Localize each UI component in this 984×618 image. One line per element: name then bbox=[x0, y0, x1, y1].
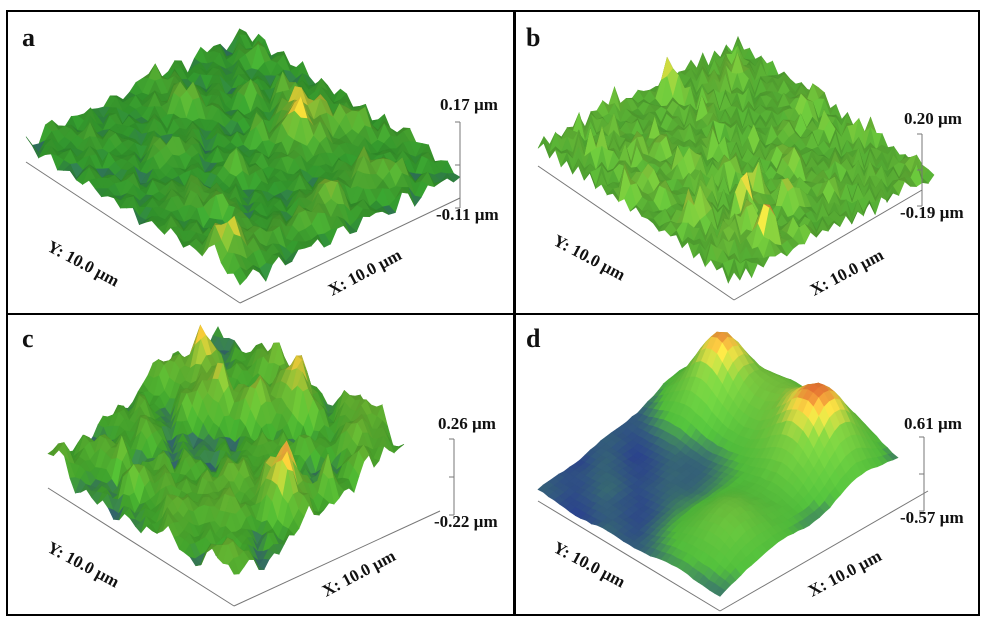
panel-c: c 0.26 µm -0.22 µm Y: 10.0 µm X: 10.0 µm bbox=[6, 313, 515, 616]
panel-c-svg: c 0.26 µm -0.22 µm Y: 10.0 µm X: 10.0 µm bbox=[22, 324, 498, 607]
y-axis-label: Y: 10.0 µm bbox=[44, 237, 122, 291]
panel-d-svg: d 0.61 µm -0.57 µm Y: 10.0 µm X: 10.0 µm bbox=[526, 324, 964, 612]
panel-b-svg: b 0.20 µm -0.19 µm Y: 10.0 µm X: 10.0 µm bbox=[526, 23, 964, 301]
panel-letter: d bbox=[526, 324, 541, 353]
z-min-label: -0.22 µm bbox=[434, 512, 498, 531]
z-max-label: 0.20 µm bbox=[904, 109, 962, 128]
z-min-label: -0.19 µm bbox=[900, 203, 964, 222]
y-axis-label: Y: 10.0 µm bbox=[44, 538, 122, 592]
x-axis-label: X: 10.0 µm bbox=[807, 245, 887, 299]
panel-a: a 0.17 µm -0.11 µm Y: 10.0 µm X: 10.0 µm bbox=[6, 10, 515, 315]
panel-letter: c bbox=[22, 324, 34, 353]
y-axis-label: Y: 10.0 µm bbox=[550, 231, 628, 285]
panel-b-surface bbox=[537, 35, 935, 284]
panel-letter: a bbox=[22, 23, 35, 52]
panel-d: d 0.61 µm -0.57 µm Y: 10.0 µm X: 10.0 µm bbox=[514, 313, 980, 616]
panel-a-surface bbox=[25, 28, 461, 286]
z-max-label: 0.26 µm bbox=[438, 414, 496, 433]
x-axis-label: X: 10.0 µm bbox=[325, 245, 405, 299]
panel-b-axes bbox=[537, 133, 923, 301]
z-max-label: 0.17 µm bbox=[440, 95, 498, 114]
z-max-label: 0.61 µm bbox=[904, 414, 962, 433]
x-axis-label: X: 10.0 µm bbox=[805, 546, 885, 600]
y-axis-label: Y: 10.0 µm bbox=[550, 538, 628, 592]
panel-c-axes bbox=[47, 438, 455, 607]
panel-a-svg: a 0.17 µm -0.11 µm Y: 10.0 µm X: 10.0 µm bbox=[22, 23, 499, 304]
z-min-label: -0.57 µm bbox=[900, 508, 964, 527]
panel-a-axes bbox=[25, 121, 461, 304]
panel-c-surface bbox=[47, 324, 405, 575]
panel-d-surface bbox=[537, 331, 899, 597]
z-min-label: -0.11 µm bbox=[436, 205, 499, 224]
panel-letter: b bbox=[526, 23, 540, 52]
panel-d-axes bbox=[537, 436, 929, 612]
panel-b: b 0.20 µm -0.19 µm Y: 10.0 µm X: 10.0 µm bbox=[514, 10, 980, 315]
x-axis-label: X: 10.0 µm bbox=[319, 546, 399, 600]
